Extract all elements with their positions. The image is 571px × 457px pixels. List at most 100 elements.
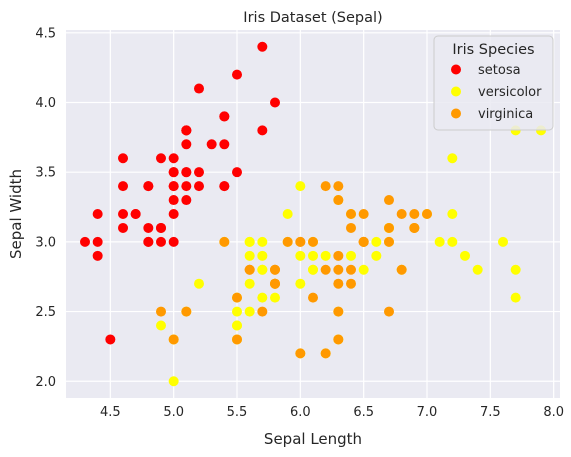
y-tick-labels: 2.0 2.5 3.0 3.5 4.0 4.5 — [35, 26, 56, 389]
data-point-versicolor — [498, 236, 508, 247]
data-point-virginica — [346, 209, 356, 219]
series-setosa — [80, 41, 280, 345]
x-tick-label: 4.5 — [100, 405, 121, 420]
x-tick-label: 8.0 — [543, 405, 564, 420]
y-axis-label: Sepal Width — [7, 169, 25, 259]
data-point-virginica — [346, 222, 356, 233]
series-virginica — [156, 181, 432, 359]
data-point-versicolor — [257, 292, 268, 303]
data-point-setosa — [168, 181, 179, 192]
data-point-virginica — [358, 209, 369, 219]
data-point-virginica — [270, 278, 280, 289]
x-axis-label: Sepal Length — [264, 430, 362, 448]
data-point-setosa — [219, 111, 230, 122]
data-point-setosa — [206, 139, 217, 150]
data-point-setosa — [168, 236, 179, 247]
data-point-virginica — [422, 209, 432, 219]
data-point-virginica — [232, 334, 242, 345]
data-point-versicolor — [232, 306, 242, 317]
x-tick-label: 6.5 — [353, 405, 374, 420]
data-point-setosa — [181, 167, 192, 178]
data-point-virginica — [409, 222, 420, 233]
data-point-setosa — [257, 125, 268, 136]
data-point-virginica — [333, 195, 344, 206]
y-tick-label: 3.0 — [35, 235, 56, 250]
data-point-virginica — [308, 236, 318, 247]
data-point-virginica — [384, 236, 394, 247]
data-point-virginica — [358, 236, 369, 247]
data-point-versicolor — [510, 292, 521, 303]
data-point-versicolor — [447, 153, 458, 164]
data-point-virginica — [282, 236, 293, 247]
data-point-virginica — [232, 292, 242, 303]
data-point-virginica — [320, 181, 331, 192]
data-point-setosa — [156, 236, 166, 247]
data-point-setosa — [143, 222, 154, 233]
data-point-setosa — [143, 236, 154, 247]
data-point-versicolor — [346, 250, 356, 261]
data-point-versicolor — [472, 264, 483, 275]
data-point-versicolor — [295, 250, 306, 261]
data-point-versicolor — [156, 320, 166, 331]
data-point-versicolor — [232, 320, 242, 331]
data-point-setosa — [181, 181, 192, 192]
data-point-versicolor — [320, 250, 331, 261]
x-tick-label: 7.0 — [417, 405, 438, 420]
data-point-virginica — [333, 278, 344, 289]
data-point-virginica — [346, 264, 356, 275]
data-point-virginica — [295, 348, 306, 359]
legend-marker-versicolor — [451, 86, 461, 97]
data-point-versicolor — [447, 236, 458, 247]
data-point-setosa — [118, 209, 128, 219]
data-point-setosa — [118, 153, 128, 164]
data-point-versicolor — [244, 250, 255, 261]
data-point-virginica — [333, 250, 344, 261]
data-point-versicolor — [244, 236, 255, 247]
data-point-versicolor — [371, 236, 382, 247]
data-point-versicolor — [358, 264, 369, 275]
data-point-setosa — [219, 139, 230, 150]
data-point-setosa — [194, 83, 204, 94]
data-point-virginica — [270, 264, 280, 275]
data-point-virginica — [384, 306, 394, 317]
data-point-setosa — [194, 181, 204, 192]
data-point-setosa — [194, 167, 204, 178]
data-point-virginica — [295, 236, 306, 247]
data-point-virginica — [333, 264, 344, 275]
data-point-virginica — [156, 306, 166, 317]
data-point-virginica — [219, 236, 230, 247]
data-point-setosa — [270, 97, 280, 108]
legend-box — [433, 35, 554, 131]
data-point-virginica — [244, 264, 255, 275]
data-point-versicolor — [257, 250, 268, 261]
data-point-virginica — [320, 264, 331, 275]
data-point-versicolor — [270, 292, 280, 303]
data-point-virginica — [181, 306, 192, 317]
data-point-versicolor — [371, 250, 382, 261]
data-point-versicolor — [257, 264, 268, 275]
data-point-setosa — [168, 153, 179, 164]
x-tick-label: 5.0 — [163, 405, 184, 420]
data-points — [80, 41, 546, 387]
data-point-virginica — [396, 264, 407, 275]
data-point-setosa — [143, 181, 154, 192]
data-point-versicolor — [308, 250, 318, 261]
data-point-setosa — [92, 209, 103, 219]
data-point-setosa — [105, 334, 116, 345]
data-point-versicolor — [308, 264, 318, 275]
data-point-virginica — [396, 209, 407, 219]
data-point-virginica — [333, 306, 344, 317]
data-point-versicolor — [460, 250, 470, 261]
x-tick-label: 6.0 — [290, 405, 311, 420]
y-tick-label: 4.0 — [35, 96, 56, 111]
data-point-setosa — [80, 236, 90, 247]
legend-marker-virginica — [451, 108, 461, 119]
data-point-setosa — [257, 41, 268, 52]
data-point-setosa — [118, 222, 128, 233]
data-point-versicolor — [257, 236, 268, 247]
data-point-setosa — [118, 181, 128, 192]
data-point-setosa — [181, 125, 192, 136]
data-point-setosa — [156, 153, 166, 164]
data-point-versicolor — [168, 376, 179, 387]
legend-label-virginica: virginica — [478, 107, 533, 122]
